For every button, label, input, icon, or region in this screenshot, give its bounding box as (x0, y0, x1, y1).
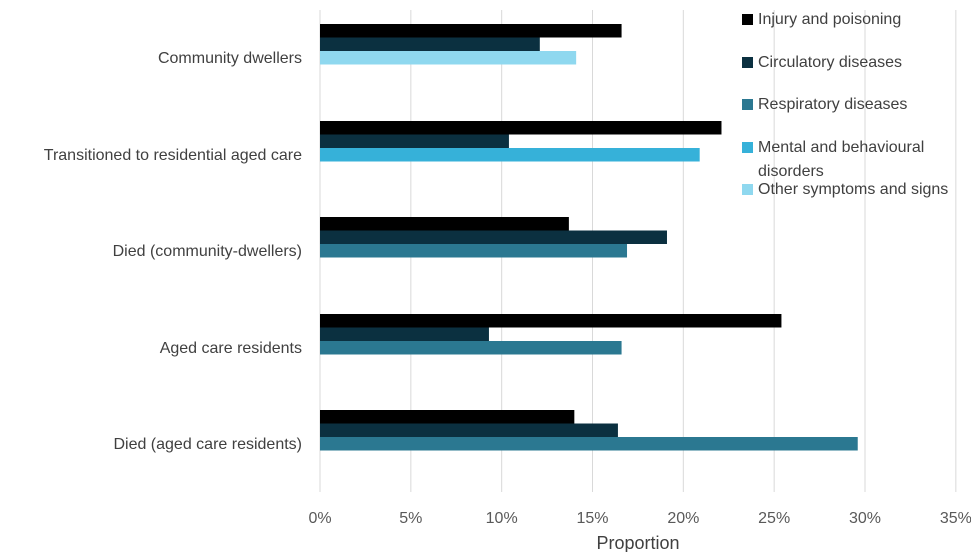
bar (320, 217, 569, 231)
category-label: Died (community-dwellers) (113, 243, 302, 260)
bar (320, 134, 509, 148)
bars (320, 24, 858, 451)
x-axis-title: Proportion (596, 533, 679, 552)
bar (320, 327, 489, 341)
legend-label: Injury and poisoning (758, 11, 901, 28)
legend-label: Respiratory diseases (758, 96, 907, 113)
x-tick-label: 20% (667, 510, 699, 527)
legend-swatch (742, 99, 753, 110)
x-tick-label: 10% (486, 510, 518, 527)
bar (320, 410, 575, 424)
bar (320, 341, 622, 355)
legend: Injury and poisoning Circulatory diseases… (742, 11, 948, 198)
legend-swatch (742, 142, 753, 153)
x-tick-label: 25% (758, 510, 790, 527)
category-label: Community dwellers (158, 50, 302, 67)
legend-swatch (742, 184, 753, 195)
legend-label: Mental and behavioural disorders (758, 139, 924, 180)
x-tick-label: 15% (576, 510, 608, 527)
x-tick-labels: 0% 5% 10% 15% 20% 25% 30% 35% (308, 510, 971, 527)
x-tick-label: 35% (940, 510, 971, 527)
bar (320, 148, 700, 162)
bar (320, 423, 618, 437)
bar (320, 37, 540, 51)
bar (320, 230, 667, 244)
x-tick-label: 5% (399, 510, 422, 527)
bar (320, 121, 722, 135)
bar (320, 51, 577, 65)
legend-label: Circulatory diseases (758, 54, 902, 71)
category-label: Transitioned to residential aged care (44, 147, 302, 164)
x-tick-label: 30% (849, 510, 881, 527)
bar (320, 437, 858, 451)
legend-swatch (742, 57, 753, 68)
category-labels: Community dwellers Transitioned to reside… (44, 50, 302, 453)
legend-swatch (742, 14, 753, 25)
bar (320, 24, 622, 38)
bar (320, 314, 782, 328)
bar (320, 244, 628, 258)
category-label: Died (aged care residents) (113, 436, 302, 453)
x-tick-label: 0% (308, 510, 331, 527)
category-label: Aged care residents (160, 340, 302, 357)
legend-label: Other symptoms and signs (758, 181, 948, 198)
